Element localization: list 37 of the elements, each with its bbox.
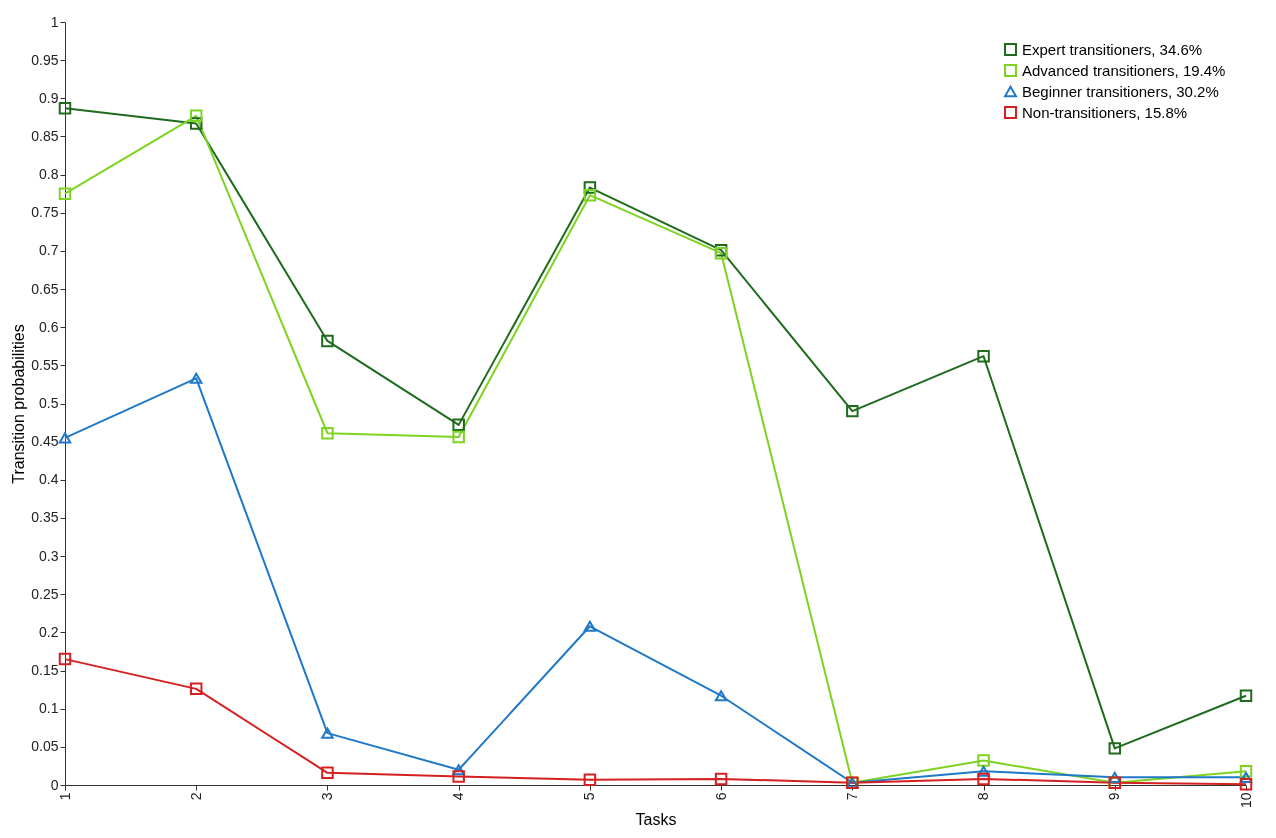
x-tick-label: 5 (581, 792, 598, 801)
x-tick-label: 8 (975, 792, 992, 801)
x-axis-title: Tasks (635, 811, 677, 829)
y-tick-label: 0.25 (31, 585, 59, 602)
y-tick-label: 0.85 (31, 127, 59, 144)
x-tick-label: 6 (712, 792, 729, 801)
x-tick-label: 2 (187, 792, 204, 801)
y-tick-label: 0.75 (31, 204, 59, 221)
y-tick-label: 0.1 (39, 700, 59, 717)
y-tick-label: 0.65 (31, 280, 59, 297)
x-tick-label: 10 (1237, 792, 1254, 809)
x-tick-label: 9 (1106, 792, 1123, 801)
y-tick-label: 0.6 (39, 318, 59, 335)
y-tick-label: 0.35 (31, 509, 59, 526)
x-tick-label: 7 (843, 792, 860, 801)
y-tick-label: 0.9 (39, 89, 59, 106)
y-tick-label: 0.15 (31, 662, 59, 679)
y-tick-label: 0.8 (39, 166, 59, 183)
y-axis-title: Transition probabilities (10, 324, 28, 484)
x-tick-label: 3 (318, 792, 335, 801)
y-tick-label: 0.95 (31, 51, 59, 68)
x-tick-label: 1 (56, 792, 73, 801)
y-tick-label: 0.4 (39, 471, 59, 488)
y-tick-label: 0.45 (31, 433, 59, 450)
y-tick-label: 0 (50, 776, 59, 793)
y-tick-label: 0.2 (39, 623, 59, 640)
legend-label: Expert transitioners, 34.6% (1022, 40, 1203, 58)
y-tick-label: 0.3 (39, 547, 59, 564)
legend-label: Non-transitioners, 15.8% (1022, 103, 1188, 121)
y-tick-label: 0.7 (39, 242, 59, 259)
y-tick-label: 0.5 (39, 395, 59, 411)
y-tick-label: 1 (50, 13, 59, 30)
x-tick-label: 4 (450, 792, 467, 801)
legend-label: Advanced transitioners, 19.4% (1022, 61, 1226, 79)
y-tick-label: 0.05 (31, 738, 59, 755)
y-tick-label: 0.55 (31, 356, 59, 373)
legend-label: Beginner transitioners, 30.2% (1022, 82, 1219, 100)
